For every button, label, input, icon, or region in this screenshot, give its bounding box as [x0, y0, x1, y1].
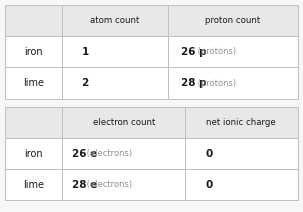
Bar: [5, 169, 62, 200]
Bar: [5, 107, 62, 138]
Text: lime: lime: [23, 78, 45, 88]
Text: 26 p: 26 p: [181, 47, 206, 57]
Text: 0: 0: [205, 149, 213, 159]
Bar: [62, 138, 185, 169]
Bar: [185, 138, 298, 169]
Bar: [62, 107, 185, 138]
Bar: [5, 36, 62, 67]
Bar: [5, 5, 62, 36]
Bar: [5, 67, 62, 99]
Text: 2: 2: [81, 78, 88, 88]
Bar: [62, 67, 168, 99]
Text: (electrons): (electrons): [85, 180, 133, 189]
Text: (protons): (protons): [195, 78, 236, 88]
Bar: [185, 107, 298, 138]
Bar: [62, 5, 168, 36]
Text: electron count: electron count: [92, 118, 155, 127]
Text: (protons): (protons): [195, 47, 236, 56]
Bar: [185, 169, 298, 200]
Bar: [168, 36, 298, 67]
Text: (electrons): (electrons): [85, 149, 133, 158]
Bar: [62, 36, 168, 67]
Text: proton count: proton count: [205, 16, 260, 25]
Text: net ionic charge: net ionic charge: [206, 118, 276, 127]
Text: 26 e: 26 e: [72, 149, 98, 159]
Text: 28 p: 28 p: [181, 78, 206, 88]
Bar: [5, 138, 62, 169]
Text: iron: iron: [25, 47, 43, 57]
Text: atom count: atom count: [90, 16, 140, 25]
Text: iron: iron: [25, 149, 43, 159]
Bar: [62, 169, 185, 200]
Bar: [168, 67, 298, 99]
Text: lime: lime: [23, 180, 45, 190]
Text: 1: 1: [81, 47, 88, 57]
Text: 0: 0: [205, 180, 213, 190]
Text: 28 e: 28 e: [72, 180, 98, 190]
Bar: [168, 5, 298, 36]
